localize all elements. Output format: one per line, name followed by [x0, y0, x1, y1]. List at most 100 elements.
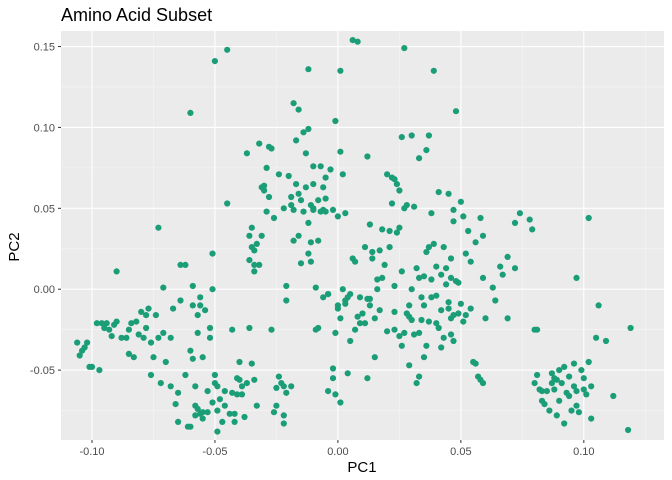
data-point [143, 312, 150, 319]
data-point [553, 412, 560, 419]
data-point [347, 291, 354, 298]
data-point [221, 388, 228, 395]
data-point [214, 407, 221, 414]
data-point [344, 370, 351, 377]
data-point [420, 273, 428, 280]
data-point [371, 315, 378, 322]
data-point [445, 299, 452, 306]
data-point [366, 221, 373, 228]
data-point [583, 391, 590, 398]
data-point [398, 342, 405, 349]
data-point [302, 184, 309, 191]
data-point [602, 337, 610, 345]
data-point [310, 163, 317, 170]
x-tick-label: -0.05 [202, 446, 227, 458]
data-point [396, 333, 403, 340]
data-point [101, 324, 108, 332]
data-point [349, 37, 356, 44]
data-point [420, 354, 428, 361]
data-point [229, 389, 236, 396]
data-point [450, 312, 457, 319]
data-point [452, 108, 460, 115]
data-point [325, 291, 332, 298]
y-tick-label: 0.10 [34, 122, 55, 134]
y-tick-label: -0.05 [30, 365, 55, 377]
data-point [396, 224, 403, 231]
data-point [293, 137, 300, 144]
data-point [248, 224, 255, 231]
data-point [462, 312, 469, 319]
data-point [366, 302, 373, 309]
data-point [489, 284, 496, 291]
data-point [393, 229, 400, 236]
data-point [157, 380, 164, 387]
data-point [561, 363, 568, 370]
data-point [354, 38, 361, 45]
data-point [84, 339, 91, 346]
data-point [211, 58, 218, 65]
data-point [398, 268, 405, 275]
data-point [135, 331, 142, 338]
data-point [305, 219, 312, 226]
data-point [295, 106, 302, 113]
y-tick-label: 0.15 [34, 42, 55, 54]
data-point [386, 244, 393, 251]
data-point [361, 244, 369, 251]
data-point [526, 216, 533, 223]
data-point [234, 391, 241, 398]
data-point [479, 274, 487, 281]
data-point [199, 415, 206, 422]
data-point [447, 274, 455, 281]
data-point [280, 420, 287, 427]
data-point [204, 388, 211, 395]
data-point [356, 320, 364, 327]
data-point [194, 405, 201, 412]
data-point [248, 360, 255, 367]
data-point [315, 237, 322, 244]
data-point [551, 386, 558, 393]
data-point [310, 206, 317, 213]
data-point [209, 250, 216, 257]
data-point [339, 286, 346, 293]
data-point [396, 187, 403, 194]
x-axis: -0.10 -0.05 0.00 0.05 0.10 [79, 440, 595, 458]
data-point [182, 261, 189, 268]
data-point [388, 200, 396, 207]
data-point [130, 354, 137, 361]
data-point [224, 200, 231, 207]
data-point [433, 263, 440, 270]
data-point [192, 383, 199, 390]
data-point [312, 284, 319, 291]
data-point [561, 420, 568, 427]
data-point [445, 190, 452, 197]
data-point [133, 318, 140, 325]
data-point [325, 388, 332, 395]
data-point [270, 214, 278, 222]
data-point [477, 214, 484, 222]
data-point [263, 164, 270, 171]
data-point [371, 354, 378, 361]
data-point [280, 205, 287, 212]
data-point [479, 232, 487, 239]
data-point [98, 320, 105, 327]
data-point [499, 271, 506, 278]
data-point [588, 383, 595, 390]
data-point [568, 407, 575, 414]
data-point [74, 339, 81, 346]
data-point [155, 224, 162, 231]
data-point [364, 375, 371, 382]
data-point [243, 150, 250, 157]
data-point [283, 282, 290, 290]
data-point [408, 132, 415, 139]
data-point [128, 320, 135, 327]
data-point [256, 140, 263, 147]
y-axis: -0.05 0.00 0.05 0.10 0.15 [30, 42, 61, 377]
data-point [320, 184, 327, 191]
data-point [251, 376, 258, 383]
data-point [288, 193, 295, 201]
data-point [467, 305, 474, 312]
data-point [553, 376, 560, 383]
data-point [425, 132, 432, 139]
data-point [206, 324, 214, 332]
y-axis-title: PC2 [6, 232, 23, 261]
